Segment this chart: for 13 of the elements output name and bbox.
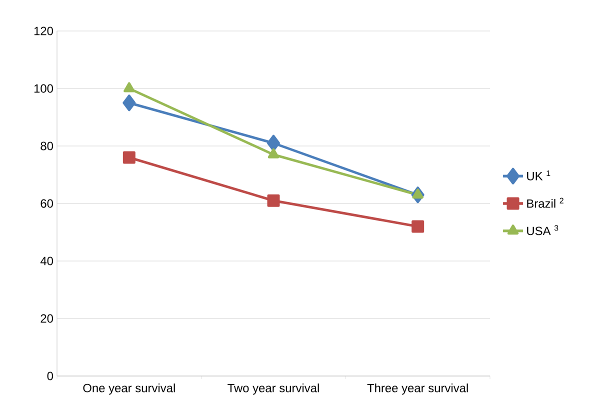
legend-label: Brazil $^{2}$ [527,198,564,208]
x-tick-label: Three year survival [367,384,468,395]
x-tick-label: Two year survival [228,384,319,395]
y-tick-label: 20 [40,314,54,323]
y-tick-label: 0 [47,372,54,380]
legend-label: UK $^{1}$ [527,170,550,180]
y-tick-label: 120 [34,26,54,36]
x-tick-label: One year survival [83,384,175,395]
y-tick-label: 40 [40,256,54,266]
y-tick-label: 80 [40,142,54,150]
y-tick-label: 60 [40,199,54,208]
y-tick-label: 100 [34,84,54,93]
legend-label: USA $^{3}$ [527,225,558,236]
